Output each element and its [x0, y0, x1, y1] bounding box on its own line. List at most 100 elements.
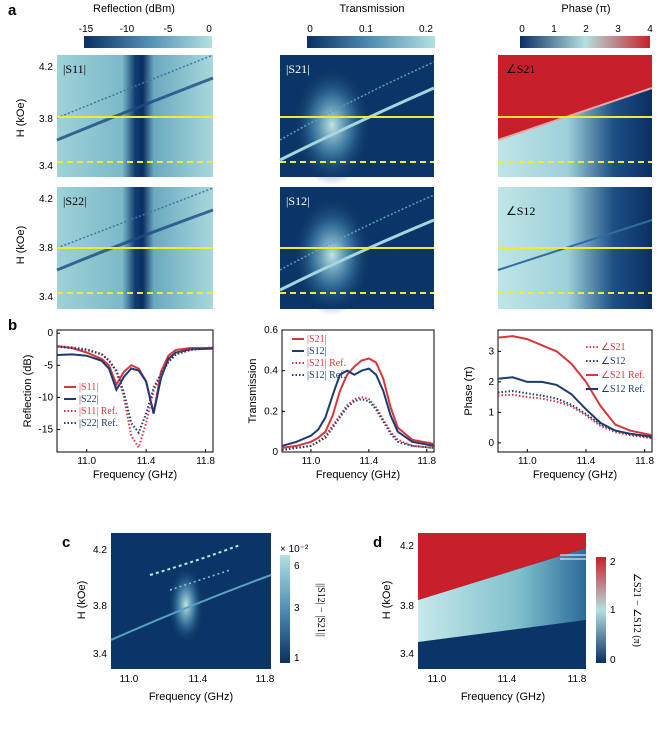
series-line-1 — [56, 347, 214, 414]
colorbar-tick: 1 — [610, 605, 616, 616]
legend-entry: ∠S21 Ref. — [601, 370, 645, 381]
xtick: 11.0 — [428, 674, 447, 685]
ytick-label: -15 — [39, 425, 54, 436]
colorbar-tick: 1 — [551, 24, 557, 35]
ytick-label: 0 — [488, 438, 494, 449]
colorbar-tick: 3 — [615, 24, 621, 35]
legend-entry: |S12| — [307, 346, 327, 357]
ytick-label: -5 — [44, 360, 53, 371]
colorbar-exponent: × 10⁻² — [280, 544, 309, 555]
ylabel: H (kOe) — [381, 581, 393, 620]
colorbar-tick: 2 — [583, 24, 589, 35]
series-line-0 — [497, 393, 653, 440]
heatmap-d: 4.2 3.8 3.4 H (kOe) 11.0 11.4 11.8 Frequ… — [381, 533, 642, 703]
ytick-label: 2 — [488, 377, 494, 388]
map-ytick: 3.4 — [39, 292, 53, 303]
colorbar-title: Reflection (dBm) — [93, 3, 175, 15]
xtick-label: 11.0 — [518, 456, 537, 467]
xtick-label: 11.8 — [417, 456, 436, 467]
colorbar-tick: 0.1 — [359, 24, 373, 35]
map-ytick: 4.2 — [39, 194, 53, 205]
colorbar-label: ∠S21 − ∠S12 (π) — [631, 573, 642, 647]
xtick: 11.4 — [189, 674, 208, 685]
ytick: 3.4 — [93, 649, 107, 660]
legend-entry: |S11| — [79, 382, 98, 393]
series-line-1 — [497, 389, 653, 439]
series-line-3 — [497, 376, 653, 438]
legend-entry: |S11| Ref. — [79, 406, 118, 417]
plot-frame — [281, 329, 435, 453]
plot-frame — [56, 329, 214, 453]
xtick: 11.4 — [498, 674, 517, 685]
map-ytick: 3.8 — [39, 243, 53, 254]
map-s21: |S21| — [279, 55, 435, 185]
colorbar-tick: 0 — [307, 24, 313, 35]
colorbar-title: Transmission — [340, 3, 405, 15]
chart-transmission: 0 0.2 0.4 0.6 11.0 11.4 11.8 Frequency (GHz) Tra… — [247, 325, 437, 481]
legend-entry: |S21| — [307, 334, 327, 345]
legend-entry: |S21| Ref. — [307, 358, 346, 369]
colorbar-tick: -10 — [120, 24, 135, 35]
ylabel: Transmission — [247, 359, 259, 424]
map-label: |S21| — [286, 62, 309, 76]
ytick-label: 0 — [272, 447, 278, 458]
xtick: 11.8 — [568, 674, 587, 685]
map-label: |S22| — [63, 194, 86, 208]
ytick: 3.8 — [93, 601, 107, 612]
xtick-label: 11.0 — [302, 456, 321, 467]
ytick-label: 3 — [488, 346, 494, 357]
ytick-label: 0.2 — [264, 406, 278, 417]
map-label: ∠S12 — [506, 204, 535, 218]
map-s22: |S22| — [56, 187, 214, 309]
ytick: 4.2 — [93, 545, 107, 556]
colorbar-tick: 0.2 — [419, 24, 433, 35]
colorbar-tick: 1 — [294, 653, 300, 664]
xtick-label: 11.4 — [137, 456, 156, 467]
series-line-2 — [281, 396, 435, 451]
map-label: ∠S21 — [506, 62, 535, 76]
colorbar-tick: 0 — [206, 24, 212, 35]
xlabel: Frequency (GHz) — [316, 469, 400, 481]
map-ylabel-top: H (kOe) — [15, 99, 27, 138]
xlabel: Frequency (GHz) — [93, 469, 177, 481]
plot-frame — [497, 329, 653, 453]
map-s11: |S11| — [56, 54, 214, 177]
ylabel: Phase (π) — [463, 366, 475, 415]
legend-entry: |S22| — [79, 394, 99, 405]
legend-entry: ∠S12 Ref. — [601, 384, 645, 395]
heatmap-c: 4.2 3.8 3.4 H (kOe) 11.0 11.4 11.8 Frequ… — [76, 533, 326, 703]
xlabel: Frequency (GHz) — [149, 691, 233, 703]
colorbar-tick: 0 — [610, 655, 616, 666]
colorbar-tick: 3 — [294, 603, 300, 614]
colorbar-tick: 0 — [519, 24, 525, 35]
xlabel: Frequency (GHz) — [533, 469, 617, 481]
map-ytick: 3.8 — [39, 114, 53, 125]
ylabel: Reflection (dB) — [22, 355, 34, 428]
legend-entry: |S12| Ref. — [307, 370, 346, 381]
colorbar-transmission: Transmission 0 0.1 0.2 — [307, 3, 435, 48]
ytick: 3.8 — [400, 601, 414, 612]
ytick-label: -10 — [39, 392, 54, 403]
series-line-0 — [56, 345, 213, 414]
ytick: 3.4 — [400, 649, 414, 660]
colorbar-tick: 4 — [647, 24, 653, 35]
map-s12: |S12| — [279, 187, 435, 315]
map-angle-s21: ∠S21 — [497, 55, 653, 177]
legend-entry: |S22| Ref. — [79, 418, 118, 429]
colorbar-phase: Phase (π) 0 1 2 3 4 — [519, 3, 653, 48]
ytick: 4.2 — [400, 541, 414, 552]
map-label: |S11| — [63, 62, 86, 76]
legend-entry: ∠S12 — [601, 356, 626, 367]
series-line-1 — [281, 367, 435, 447]
ylabel: H (kOe) — [76, 581, 88, 620]
panel-label-c: c — [62, 534, 70, 551]
legend-entry: ∠S21 — [601, 342, 626, 353]
xtick: 11.0 — [120, 674, 139, 685]
chart-reflection: 0 -5 -10 -15 11.0 11.4 11.8 Frequency (GHz) Refl… — [22, 328, 215, 481]
panel-label-d: d — [373, 534, 382, 551]
map-ylabel-bottom: H (kOe) — [15, 226, 27, 265]
colorbar-label: ||S12| − |S21|| — [315, 583, 326, 637]
colorbar-tick: -15 — [79, 24, 94, 35]
